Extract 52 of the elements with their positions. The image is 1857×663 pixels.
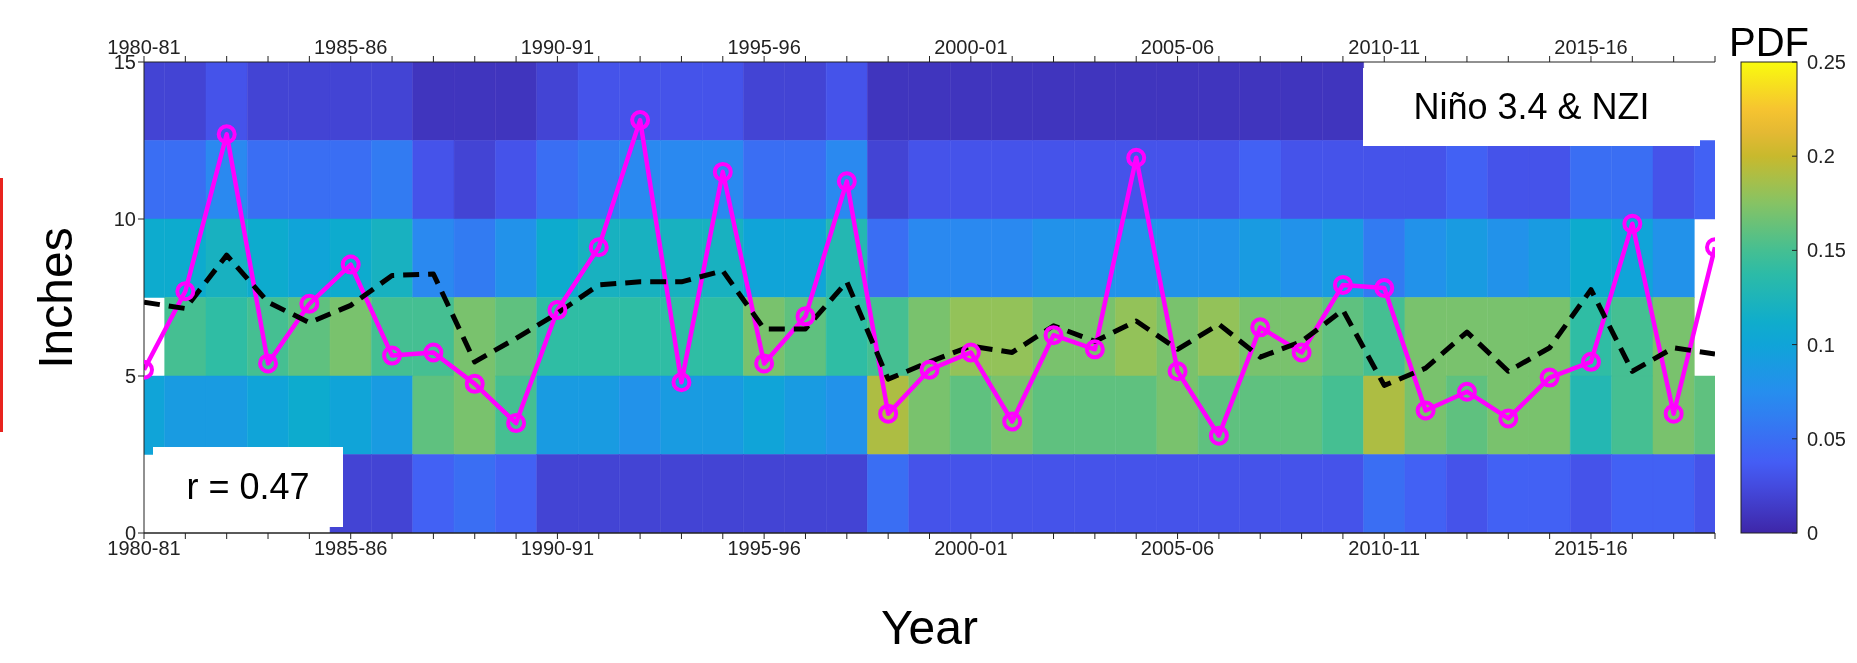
point [754, 353, 775, 374]
point [630, 110, 651, 131]
point [1580, 351, 1601, 372]
point [464, 373, 485, 394]
color-bar-label: 0 [1807, 522, 1819, 544]
point [1374, 278, 1395, 299]
point [671, 372, 692, 393]
color-bar-label: 0.1 [1807, 333, 1835, 356]
point [1167, 361, 1188, 382]
point [1332, 274, 1353, 295]
point [423, 342, 444, 363]
x-tick-label: 2000-01 [934, 36, 1008, 58]
point [382, 345, 403, 366]
point [1456, 381, 1477, 402]
point [299, 293, 320, 314]
point [1084, 339, 1105, 360]
annotation: r = 0.47 [186, 466, 310, 508]
x-tick-label: 2015-16 [1554, 537, 1628, 560]
point [795, 306, 816, 327]
point [175, 281, 196, 302]
x-tick-label: 2000-01 [934, 537, 1008, 560]
point [258, 353, 279, 374]
color-bar-label: 0.2 [1807, 145, 1835, 168]
x-tick-label: 2010-11 [1348, 537, 1421, 560]
point [216, 124, 237, 145]
point [919, 359, 940, 380]
color-bar-label: 0.15 [1807, 239, 1846, 262]
x-tick-label: 1995-96 [727, 537, 801, 560]
annotation: Niño 3.4 & NZI [1413, 86, 1650, 128]
point [960, 342, 981, 363]
point [1291, 342, 1312, 363]
point [1622, 213, 1643, 234]
x-tick-label: 1985-86 [314, 36, 388, 58]
point [1126, 147, 1147, 168]
x-tick-label: 2015-16 [1554, 36, 1628, 58]
x-tick-label: 2005-06 [1140, 36, 1215, 58]
point [547, 300, 568, 321]
x-axis-title: Year [880, 600, 979, 655]
color-bar-label: 0.05 [1807, 427, 1846, 450]
y-axis-title: Inches [27, 226, 83, 369]
point [1539, 367, 1560, 388]
color-bar-label: 0.25 [1807, 51, 1846, 73]
x-tick-label: 1990-91 [520, 36, 595, 58]
y-tick-label: 10 [113, 208, 136, 231]
x-tick-label: 2005-06 [1140, 537, 1215, 560]
x-tick-label: 2010-11 [1348, 36, 1421, 58]
x-tick-label: 1985-86 [314, 537, 388, 560]
x-tick-label: 1995-96 [727, 36, 801, 58]
point [1208, 425, 1229, 446]
x-tick-label: 1990-91 [520, 537, 595, 560]
color-bar-title: PDF [1729, 20, 1809, 64]
y-tick-label: 5 [124, 365, 136, 388]
